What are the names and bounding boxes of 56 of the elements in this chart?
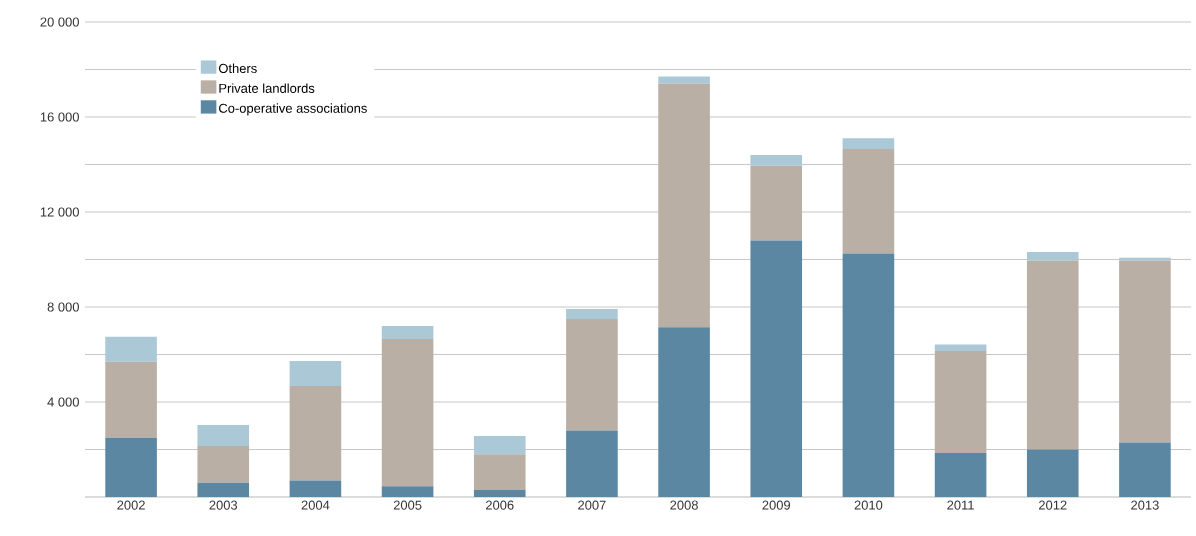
bar bbox=[1026, 251, 1079, 261]
legend-label: Others bbox=[218, 63, 257, 73]
bar bbox=[381, 326, 434, 340]
bar bbox=[566, 318, 618, 431]
x-tick-label: 2010 bbox=[854, 500, 883, 510]
bar bbox=[658, 76, 710, 84]
bar bbox=[1119, 260, 1171, 443]
x-tick-label: 2012 bbox=[1039, 500, 1067, 510]
bar bbox=[934, 350, 987, 454]
bar bbox=[842, 138, 895, 150]
y-tick-label: 4 000 bbox=[47, 397, 79, 407]
bar bbox=[105, 336, 157, 362]
x-tick-label: 2003 bbox=[209, 500, 238, 510]
y-tick-label: 20 000 bbox=[40, 17, 79, 27]
bar bbox=[473, 489, 526, 497]
x-tick-label: 2002 bbox=[117, 500, 145, 510]
legend-label: Co-operative associations bbox=[219, 103, 367, 116]
x-tick-label: 2006 bbox=[486, 500, 514, 510]
bar bbox=[750, 155, 803, 166]
bar bbox=[934, 453, 987, 497]
bar bbox=[105, 437, 157, 497]
bar bbox=[473, 435, 526, 455]
y-tick-label: 12 000 bbox=[40, 207, 79, 217]
bar bbox=[105, 361, 157, 438]
bar bbox=[1119, 257, 1171, 261]
bar bbox=[289, 386, 342, 481]
bar bbox=[566, 430, 618, 497]
bar bbox=[1026, 449, 1079, 497]
x-tick-label: 2005 bbox=[393, 500, 422, 510]
x-tick-label: 2009 bbox=[762, 500, 791, 510]
bar bbox=[197, 482, 250, 497]
bar bbox=[381, 339, 434, 487]
bar bbox=[566, 308, 618, 319]
bar bbox=[842, 149, 895, 254]
bar bbox=[197, 445, 250, 483]
bar bbox=[1119, 442, 1171, 497]
y-tick-label: 8 000 bbox=[47, 302, 79, 312]
bar bbox=[842, 253, 895, 497]
legend-label: Private landlords bbox=[219, 83, 315, 93]
bar bbox=[750, 165, 803, 241]
bar bbox=[289, 360, 342, 387]
bar bbox=[750, 240, 803, 497]
x-tick-label: 2008 bbox=[670, 500, 698, 510]
bar bbox=[658, 327, 710, 497]
bar bbox=[473, 454, 526, 490]
bar bbox=[381, 486, 434, 497]
x-tick-label: 2007 bbox=[578, 500, 606, 510]
x-tick-label: 2013 bbox=[1131, 500, 1159, 510]
x-tick-label: 2004 bbox=[301, 500, 330, 510]
bar bbox=[934, 344, 987, 351]
bar bbox=[1026, 260, 1079, 450]
x-tick-label: 2011 bbox=[947, 500, 974, 510]
bar bbox=[289, 480, 342, 497]
bar bbox=[658, 83, 710, 328]
y-tick-label: 16 000 bbox=[40, 112, 79, 122]
bar bbox=[197, 425, 250, 446]
